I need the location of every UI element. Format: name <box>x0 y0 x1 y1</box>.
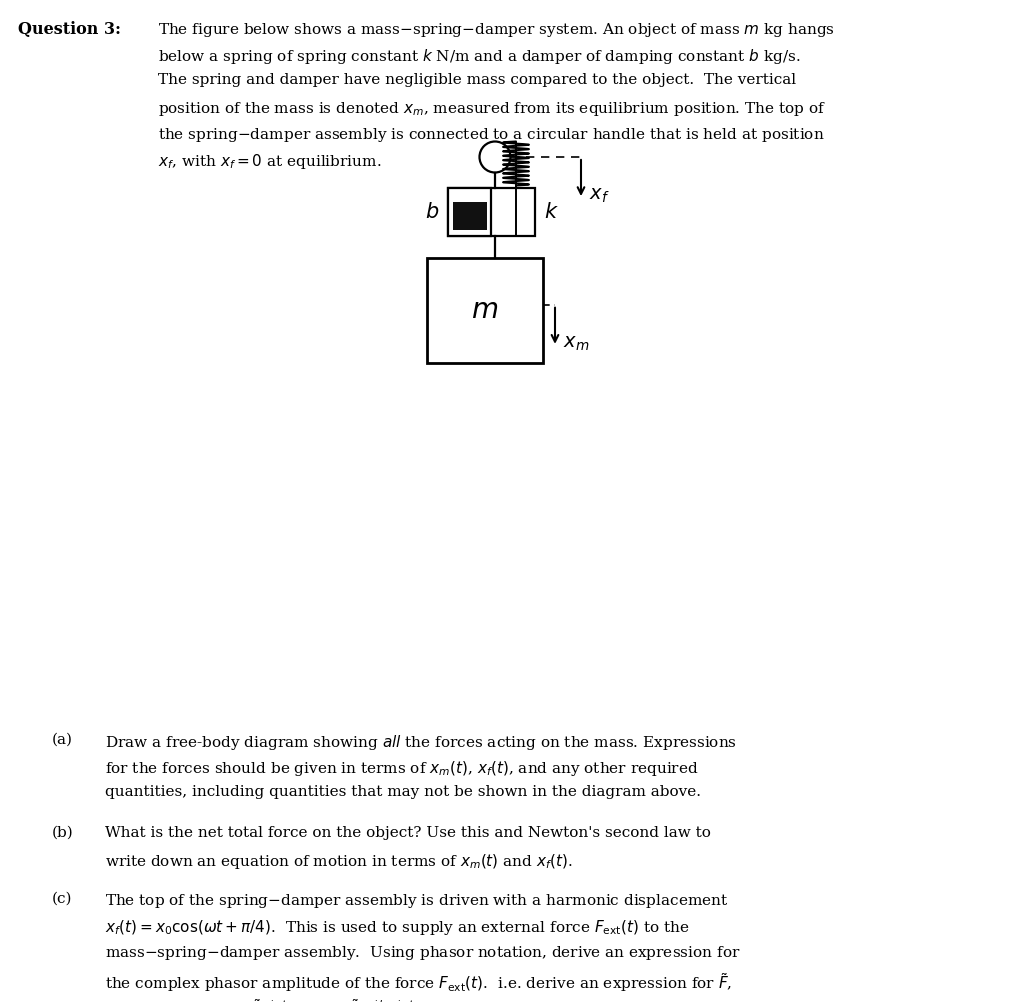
Text: for the forces should be given in terms of $x_m(t)$, $x_f(t)$, and any other req: for the forces should be given in terms … <box>105 759 698 778</box>
Text: $b$: $b$ <box>425 202 439 222</box>
Text: the complex phasor amplitude of the force $F_{\mathrm{ext}}(t)$.  i.e. derive an: the complex phasor amplitude of the forc… <box>105 970 732 993</box>
Text: Question 3:: Question 3: <box>18 21 121 38</box>
Text: $x_m$: $x_m$ <box>563 335 590 353</box>
Text: below a spring of spring constant $k$ N/m and a damper of damping constant $b$ k: below a spring of spring constant $k$ N/… <box>158 47 801 66</box>
Text: What is the net total force on the object? Use this and Newton's second law to: What is the net total force on the objec… <box>105 825 711 839</box>
Text: quantities, including quantities that may not be shown in the diagram above.: quantities, including quantities that ma… <box>105 785 701 799</box>
Text: The spring and damper have negligible mass compared to the object.  The vertical: The spring and damper have negligible ma… <box>158 73 796 87</box>
Text: The figure below shows a mass$-$spring$-$damper system. An object of mass $m$ kg: The figure below shows a mass$-$spring$-… <box>158 21 835 39</box>
Text: $k$: $k$ <box>544 202 558 222</box>
Bar <box>453 202 486 230</box>
Text: where $F_{\mathrm{ext}}(t) = \mathrm{Re}\{\tilde{F}e^{i\omega t}\} = \mathrm{Re}: where $F_{\mathrm{ext}}(t) = \mathrm{Re}… <box>105 996 428 1002</box>
Text: (b): (b) <box>52 825 74 839</box>
Bar <box>449 188 490 236</box>
Text: position of the mass is denoted $x_m$, measured from its equilibrium position. T: position of the mass is denoted $x_m$, m… <box>158 99 826 117</box>
Text: $x_f$: $x_f$ <box>589 186 609 205</box>
Text: the spring$-$damper assembly is connected to a circular handle that is held at p: the spring$-$damper assembly is connecte… <box>158 125 824 143</box>
Bar <box>449 188 535 236</box>
Text: $x_f$, with $x_f = 0$ at equilibrium.: $x_f$, with $x_f = 0$ at equilibrium. <box>158 152 382 170</box>
Text: mass$-$spring$-$damper assembly.  Using phasor notation, derive an expression fo: mass$-$spring$-$damper assembly. Using p… <box>105 944 740 962</box>
Text: (c): (c) <box>52 891 73 905</box>
Text: The top of the spring$-$damper assembly is driven with a harmonic displacement: The top of the spring$-$damper assembly … <box>105 891 728 909</box>
Text: (a): (a) <box>52 732 73 746</box>
Text: write down an equation of motion in terms of $x_m(t)$ and $x_f(t)$.: write down an equation of motion in term… <box>105 851 572 870</box>
Bar <box>427 259 543 363</box>
Text: Draw a free-body diagram showing $\it{all}$ the forces acting on the mass. Expre: Draw a free-body diagram showing $\it{al… <box>105 732 737 752</box>
Text: $x_f(t) = x_0\cos(\omega t + \pi/4)$.  This is used to supply an external force : $x_f(t) = x_0\cos(\omega t + \pi/4)$. Th… <box>105 917 689 936</box>
Text: $m$: $m$ <box>471 298 499 325</box>
